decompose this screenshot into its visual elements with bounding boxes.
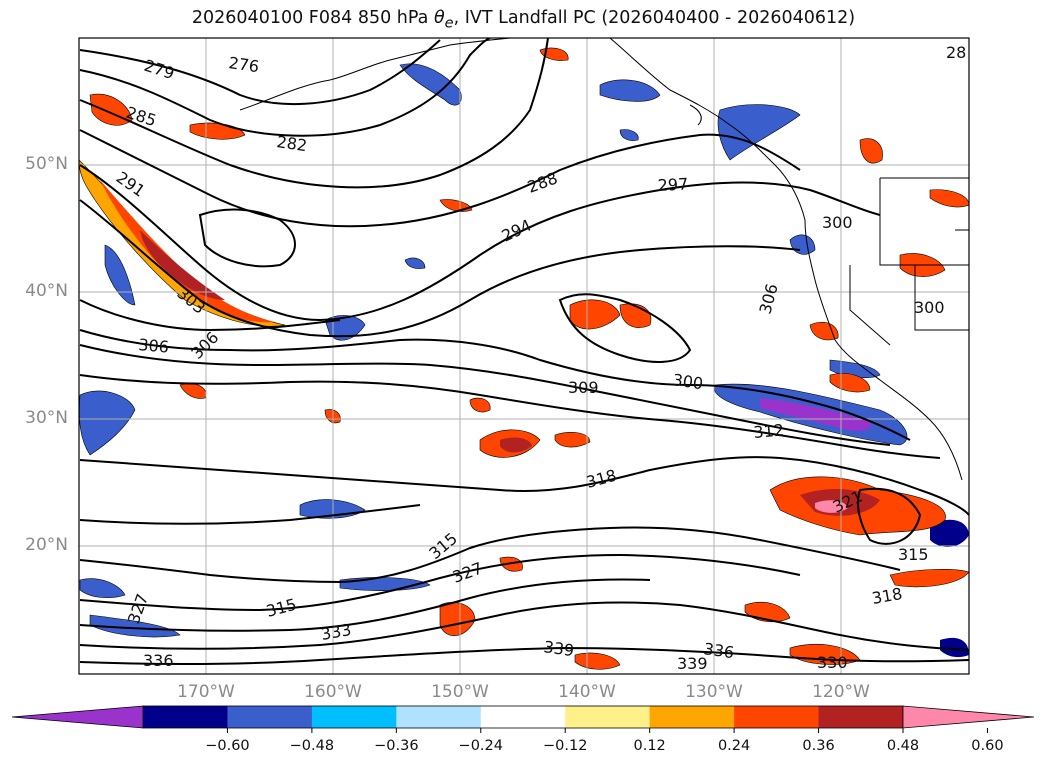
contour-label: 315 — [898, 545, 929, 564]
title-suffix: , IVT Landfall PC (2026040400 - 20260406… — [453, 8, 856, 28]
contour-label: 309 — [568, 378, 599, 397]
colorbar-tick-label: −0.48 — [289, 738, 335, 754]
contour-label: 28 — [946, 43, 966, 62]
title-theta: θ — [433, 8, 445, 28]
colorbar-tick-label: 0.24 — [717, 738, 751, 754]
colorbar-cell — [734, 706, 820, 728]
colorbar-tick-label: −0.24 — [458, 738, 503, 754]
colorbar-tick-label: −0.12 — [543, 738, 588, 754]
contour-label: 297 — [657, 174, 688, 195]
map-title: 2026040100 F084 850 hPa θe, IVT Landfall… — [0, 8, 1047, 32]
title-prefix: 2026040100 F084 850 hPa — [191, 8, 434, 28]
contour-label: 306 — [138, 335, 170, 357]
contour-label: 300 — [822, 213, 853, 232]
lon-label: 120°W — [812, 682, 870, 702]
colorbar-tick-label: −0.36 — [374, 738, 419, 754]
colorbar-extend-low — [11, 705, 144, 729]
colorbar-cell — [649, 706, 735, 728]
colorbar-cell — [396, 706, 482, 728]
plot-frame — [78, 37, 970, 675]
lon-label: 170°W — [177, 682, 235, 702]
contour-label: 312 — [753, 420, 785, 442]
lon-label: 140°W — [558, 682, 616, 702]
contour-label: 339 — [542, 637, 575, 660]
contour-label: 339 — [677, 654, 708, 673]
contour-label: 300 — [671, 370, 704, 393]
lat-label: 40°N — [25, 281, 68, 301]
colorbar-tick-label: 0.48 — [886, 738, 920, 754]
colorbar-tick-label: 0.12 — [633, 738, 666, 754]
lon-label: 130°W — [685, 682, 743, 702]
colorbar-cell — [227, 706, 313, 728]
colorbar-cell — [480, 706, 566, 728]
colorbar-cell — [311, 706, 397, 728]
contour-label: 276 — [227, 53, 260, 76]
lat-label: 20°N — [25, 535, 68, 555]
lon-label: 150°W — [431, 682, 489, 702]
colorbar-cell — [565, 706, 651, 728]
contour-label: 282 — [275, 132, 308, 155]
lat-label: 30°N — [25, 408, 68, 428]
contour-label: 330 — [817, 653, 848, 672]
colorbar-cell — [143, 706, 228, 728]
colorbar-tick-label: 0.36 — [802, 738, 835, 754]
contour-label: 300 — [914, 298, 945, 317]
lat-label: 50°N — [25, 154, 68, 174]
colorbar-tick-label: 0.60 — [971, 738, 1004, 754]
colorbar-cell — [818, 706, 904, 728]
title-theta-sub: e — [444, 14, 454, 32]
colorbar-tick-label: −0.60 — [205, 738, 250, 754]
coastlines — [239, 38, 969, 481]
contour-label: 336 — [143, 651, 174, 670]
contour-label: 336 — [702, 639, 735, 662]
colorbar-extend-high — [902, 705, 1035, 729]
theta-e-contours — [79, 38, 969, 666]
lon-label: 160°W — [304, 682, 362, 702]
